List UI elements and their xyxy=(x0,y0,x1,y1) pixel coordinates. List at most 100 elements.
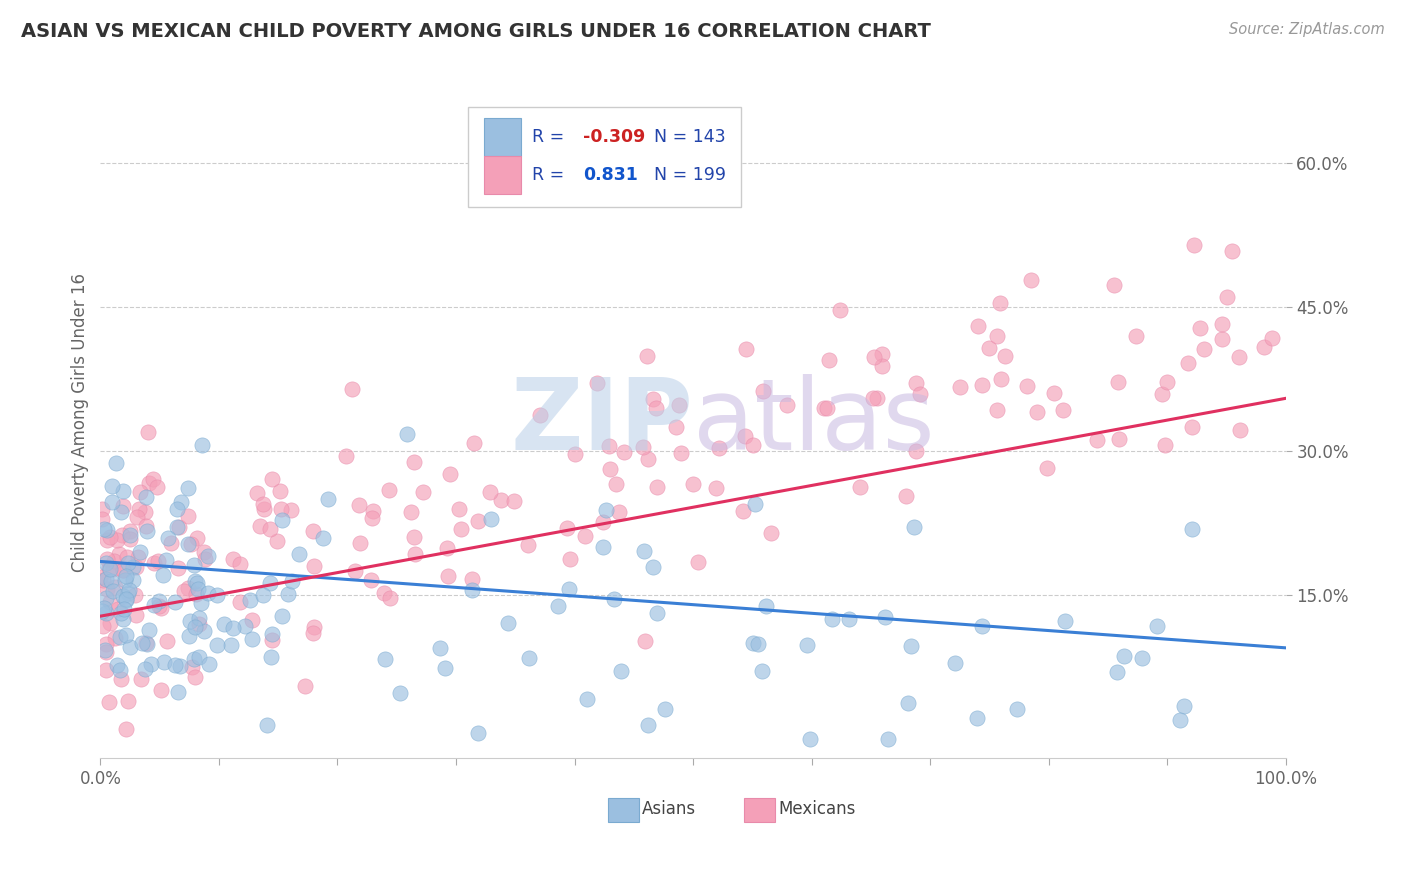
Point xyxy=(135,490,157,504)
Point xyxy=(943,656,966,670)
Point xyxy=(260,472,283,486)
Point xyxy=(112,602,135,616)
Point xyxy=(1211,332,1233,346)
Point xyxy=(167,520,190,534)
Point xyxy=(110,631,132,645)
Point xyxy=(136,425,159,439)
Point xyxy=(1102,277,1125,292)
Point xyxy=(184,587,207,601)
Point xyxy=(399,504,422,518)
Point xyxy=(796,639,818,653)
Point xyxy=(607,505,630,519)
Point xyxy=(489,492,512,507)
Point xyxy=(260,650,283,665)
Point xyxy=(558,552,581,566)
Point xyxy=(166,520,188,534)
Point xyxy=(280,503,302,517)
Point xyxy=(91,512,114,526)
Point xyxy=(529,408,551,422)
Point xyxy=(436,541,458,556)
Point xyxy=(741,635,763,649)
Point xyxy=(343,564,366,578)
Point xyxy=(101,495,124,509)
Point xyxy=(1211,317,1233,331)
Point xyxy=(815,401,838,416)
Point xyxy=(180,536,202,550)
Point xyxy=(110,505,132,519)
Point xyxy=(288,547,311,561)
Point xyxy=(145,480,167,494)
Point xyxy=(104,580,127,594)
Point xyxy=(111,563,134,577)
Point xyxy=(197,586,219,600)
Point xyxy=(96,523,118,537)
Point xyxy=(910,386,932,401)
Point xyxy=(1146,619,1168,633)
Point xyxy=(755,599,778,613)
Point xyxy=(142,472,165,486)
Point xyxy=(176,536,198,550)
Point xyxy=(988,295,1011,310)
Point xyxy=(1182,238,1205,252)
Point xyxy=(94,591,117,605)
Point xyxy=(866,391,889,405)
Point xyxy=(574,528,596,542)
Point xyxy=(478,484,501,499)
Point xyxy=(112,484,135,499)
Point xyxy=(156,634,179,648)
Point xyxy=(177,482,200,496)
Point xyxy=(598,439,620,453)
Point xyxy=(897,696,920,710)
Point xyxy=(900,639,922,653)
Point xyxy=(707,441,730,455)
Point xyxy=(97,695,120,709)
Point xyxy=(1017,378,1039,392)
Point xyxy=(94,572,117,586)
Point xyxy=(467,726,489,740)
Point xyxy=(592,515,614,529)
Point xyxy=(1222,244,1244,259)
Text: atlas: atlas xyxy=(693,374,935,471)
Point xyxy=(461,582,484,597)
Point xyxy=(110,606,132,620)
Point xyxy=(905,376,928,391)
Point xyxy=(818,353,841,368)
Point xyxy=(112,500,135,514)
Point xyxy=(1173,699,1195,714)
Point xyxy=(249,519,271,533)
Point xyxy=(115,569,138,583)
Text: 0.831: 0.831 xyxy=(583,166,638,184)
Point xyxy=(1108,432,1130,446)
Point xyxy=(378,483,401,497)
Point xyxy=(990,372,1012,386)
Point xyxy=(557,582,579,596)
Point xyxy=(686,555,709,569)
Point xyxy=(155,553,177,567)
Point xyxy=(110,664,132,678)
Point xyxy=(93,522,115,536)
Point xyxy=(734,428,756,442)
Point xyxy=(862,392,884,406)
Point xyxy=(98,616,121,631)
Point xyxy=(157,531,180,545)
Point xyxy=(437,569,460,583)
Point xyxy=(281,574,304,588)
Point xyxy=(374,651,396,665)
Point xyxy=(135,636,157,650)
Point xyxy=(229,595,252,609)
Point xyxy=(373,586,395,600)
Point xyxy=(277,587,299,601)
Point xyxy=(1130,650,1153,665)
Point xyxy=(188,650,211,665)
Point xyxy=(1227,350,1250,364)
Point xyxy=(115,592,138,607)
Point xyxy=(89,570,111,584)
Point xyxy=(114,573,136,587)
Point xyxy=(111,527,134,541)
Point xyxy=(269,484,291,499)
Point xyxy=(112,563,135,577)
Point xyxy=(129,545,152,559)
Point xyxy=(742,438,765,452)
Point xyxy=(191,438,214,452)
Point xyxy=(1026,405,1049,419)
